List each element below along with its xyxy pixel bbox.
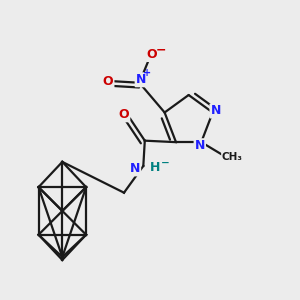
Text: H: H [150, 161, 160, 174]
Text: N: N [130, 162, 140, 176]
Text: N: N [136, 73, 146, 86]
Text: O: O [103, 75, 113, 88]
Text: N: N [211, 104, 221, 118]
Text: O: O [147, 48, 158, 61]
Text: N: N [195, 139, 205, 152]
Text: O: O [119, 108, 129, 121]
Text: +: + [143, 68, 151, 78]
Text: −: − [156, 44, 166, 57]
Text: CH₃: CH₃ [222, 152, 243, 162]
Text: −: − [160, 158, 169, 168]
